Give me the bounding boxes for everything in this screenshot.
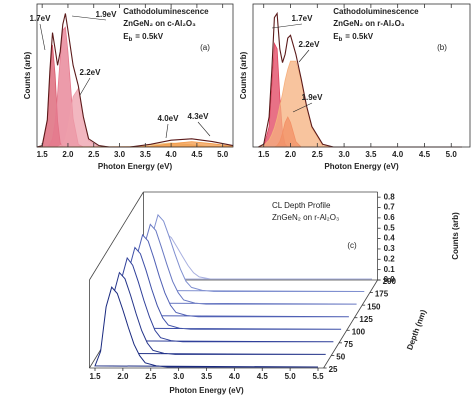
annotation-arrow [292,102,313,113]
panel-label: (b) [437,43,447,52]
y-tick-label: 0.3 [384,244,396,253]
annotation-arrow [39,23,46,51]
z-tick-label: 75 [344,340,353,349]
x-tick-label: 1.5 [37,150,49,159]
x-axis-label: Photon Energy (eV) [169,386,244,395]
beam-subscript: b [129,37,133,43]
z-tick-label: 125 [359,315,373,324]
x-axis-label: Photon Energy (eV) [324,162,399,171]
beam-value: = 0.5kV [135,32,163,41]
panel-title: Cathodoluminescence [333,7,419,16]
depth-curve [148,232,372,280]
panel-subtitle: ZnGeN₂ on r-Al₂O₃ [333,19,405,28]
x-tick-label: 2.5 [312,150,324,159]
annotation-arrow [165,123,169,139]
annotation-arrow [71,15,107,21]
x-tick-label: 4.0 [229,372,241,381]
x-tick-label: 2.0 [285,150,297,159]
beam-subscript: b [339,37,343,43]
peak-label: 2.2eV [80,68,102,77]
y-tick-label: 0.1 [384,265,396,274]
x-tick-label: 3.0 [339,150,351,159]
y-tick-label: 0.7 [384,203,396,212]
x-tick-label: 3.0 [114,150,126,159]
z-tick-label: 100 [352,327,366,336]
x-tick-label: 4.5 [419,150,431,159]
depth-curve [94,286,319,368]
peak-label: 4.3eV [188,112,210,121]
peak-label: 4.0eV [158,114,180,123]
beam-symbol: E [333,32,339,41]
x-tick-label: 5.0 [217,150,229,159]
peak-label: 1.7eV [30,14,52,23]
y-tick-label: 0.2 [384,254,396,263]
frame [323,279,378,369]
z-tick-label: 200 [383,277,397,286]
peak-label: 2.2eV [299,40,321,49]
annotation-arrow [271,23,303,29]
panel-subtitle: ZnGeN₂ on r-Al₂O₃ [272,213,339,222]
x-tick-label: 4.5 [191,150,203,159]
y-tick-label: 0.5 [384,223,396,232]
y-tick-label: 0.0 [384,275,396,284]
plot-frame [36,3,234,148]
annotation-arrow [197,121,211,137]
x-tick-label: 4.0 [166,150,178,159]
y-axis-label: Counts (arb) [23,51,32,99]
peak-label: 1.9eV [96,10,118,19]
x-tick-label: 5.0 [446,150,458,159]
y-tick-label: 0.4 [384,234,396,243]
peak-label: 1.7eV [292,14,314,23]
x-tick-label: 3.0 [173,372,185,381]
plot-frame [252,3,471,148]
x-axis-label: Photon Energy (eV) [98,162,173,171]
z-tick-label: 175 [375,290,389,299]
peak-area [258,60,462,148]
data-line [36,13,234,148]
x-tick-label: 1.5 [258,150,270,159]
panel-title: CL Depth Profile [272,201,331,210]
panel-label: (a) [200,43,210,52]
x-tick-label: 1.5 [89,372,101,381]
beam-symbol: E [123,32,129,41]
z-tick-label: 25 [329,365,338,374]
beam-energy: Eb = 0.5kV [333,32,373,42]
y-axis-label: Counts (arb) [451,212,460,260]
y-tick-label: 0.8 [384,192,396,201]
x-tick-label: 3.5 [140,150,152,159]
y-tick-label: 0.6 [384,213,396,222]
beam-energy: Eb = 0.5kV [123,32,163,42]
frame [89,191,144,281]
beam-value: = 0.5kV [345,32,373,41]
annotation-arrow [298,49,310,63]
z-tick-label: 50 [336,353,345,362]
x-tick-label: 3.5 [201,372,213,381]
x-tick-label: 2.0 [117,372,129,381]
x-tick-label: 4.5 [257,372,269,381]
panel-label: (c) [347,241,357,250]
z-tick-label: 150 [367,302,381,311]
x-tick-label: 2.5 [145,372,157,381]
y-axis-label: Counts (arb) [239,51,248,99]
x-tick-label: 2.5 [88,150,100,159]
x-tick-label: 5.5 [312,372,324,381]
x-tick-label: 2.0 [62,150,74,159]
panel-subtitle: ZnGeN₂ on c-Al₂O₃ [123,19,196,28]
x-tick-label: 4.0 [392,150,404,159]
annotation-arrow [79,77,91,96]
x-tick-label: 3.5 [365,150,377,159]
panel-title: Cathodoluminescence [123,7,209,16]
x-tick-label: 5.0 [285,372,297,381]
peak-label: 1.9eV [302,93,324,102]
z-axis-label: Depth (nm) [405,308,428,351]
